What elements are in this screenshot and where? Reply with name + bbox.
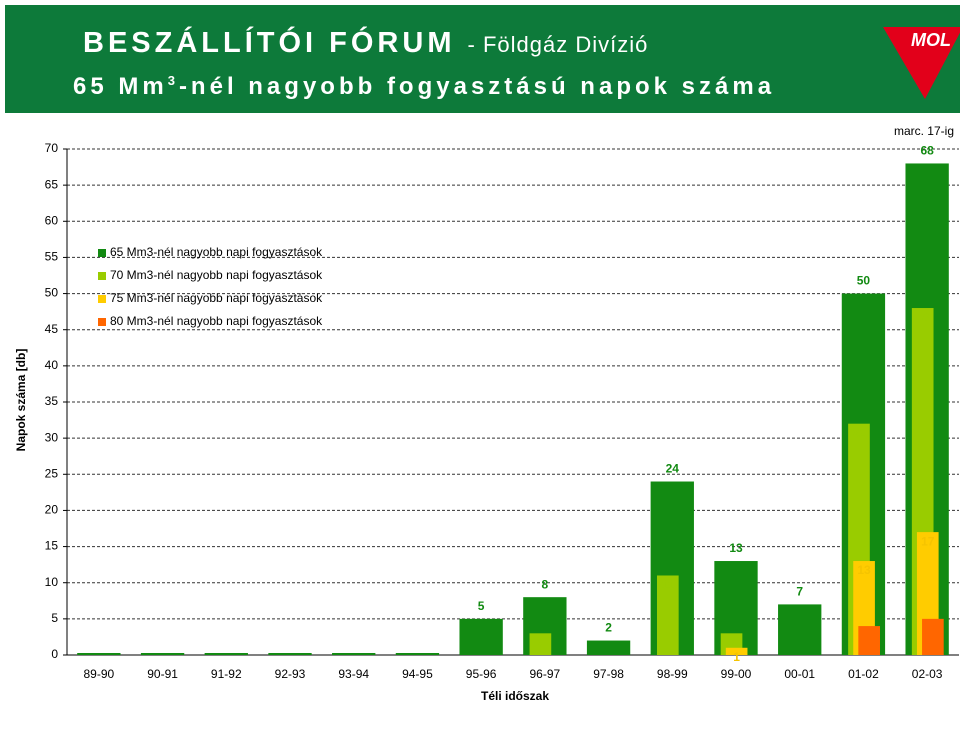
data-label: 11 xyxy=(661,578,674,592)
data-label: 3 xyxy=(537,635,544,649)
data-label: 4 xyxy=(866,628,873,642)
y-tick-label: 65 xyxy=(45,177,59,191)
bar xyxy=(395,653,440,655)
y-tick-label: 50 xyxy=(45,286,59,300)
bar xyxy=(204,653,248,655)
data-label: 5 xyxy=(478,599,485,613)
data-label: 48 xyxy=(916,310,930,324)
bar xyxy=(778,604,822,655)
legend-swatch xyxy=(98,295,106,303)
y-tick-label: 20 xyxy=(45,503,59,517)
y-tick-label: 10 xyxy=(45,575,59,589)
bar xyxy=(140,653,185,655)
title: BESZÁLLÍTÓI FÓRUM xyxy=(83,27,456,59)
bar xyxy=(529,633,552,655)
data-label: 3 xyxy=(728,635,735,649)
bar xyxy=(586,640,631,655)
y-tick-label: 60 xyxy=(45,213,59,227)
y-tick-label: 25 xyxy=(45,466,59,480)
bar xyxy=(332,653,376,655)
y-tick-label: 40 xyxy=(45,358,59,372)
data-label: 50 xyxy=(857,274,871,288)
bar xyxy=(858,626,880,655)
y-axis-label: Napok száma [db] xyxy=(14,349,28,452)
data-label: 17 xyxy=(921,534,935,548)
x-tick-label: 99-00 xyxy=(721,667,752,681)
subtitle-sup: 3 xyxy=(167,73,179,88)
legend-label: 75 Mm3-nél nagyobb napi fogyasztások xyxy=(110,291,323,305)
data-label: 13 xyxy=(857,563,871,577)
x-tick-label: 94-95 xyxy=(402,667,433,681)
annotation: marc. 17-ig xyxy=(894,124,954,138)
logo-triangle xyxy=(883,27,960,99)
y-tick-label: 5 xyxy=(51,611,58,625)
y-tick-label: 45 xyxy=(45,322,59,336)
data-label: 13 xyxy=(729,541,743,555)
legend-label: 80 Mm3-nél nagyobb napi fogyasztások xyxy=(110,314,323,328)
x-tick-label: 96-97 xyxy=(530,667,561,681)
y-tick-label: 0 xyxy=(51,647,58,661)
legend-label: 65 Mm3-nél nagyobb napi fogyasztások xyxy=(110,245,323,259)
x-tick-label: 90-91 xyxy=(147,667,178,681)
division: - Földgáz Divízió xyxy=(467,32,649,57)
data-label: 68 xyxy=(920,144,934,158)
x-tick-label: 89-90 xyxy=(84,667,115,681)
x-tick-label: 92-93 xyxy=(275,667,306,681)
legend-label: 70 Mm3-nél nagyobb napi fogyasztások xyxy=(110,268,323,282)
y-tick-label: 55 xyxy=(45,250,59,264)
x-axis-label: Téli időszak xyxy=(481,689,549,703)
x-tick-label: 01-02 xyxy=(848,667,879,681)
data-label: 7 xyxy=(796,585,803,599)
subtitle-start: 65 Mm xyxy=(73,73,168,100)
x-tick-label: 98-99 xyxy=(657,667,688,681)
header: BESZÁLLÍTÓI FÓRUM - Földgáz Divízió 65 M… xyxy=(5,5,960,113)
data-label: 32 xyxy=(852,426,866,440)
y-tick-label: 70 xyxy=(45,141,59,155)
logo: MOL xyxy=(883,27,960,99)
x-tick-label: 91-92 xyxy=(211,667,242,681)
y-tick-label: 35 xyxy=(45,394,59,408)
header-title: BESZÁLLÍTÓI FÓRUM - Földgáz Divízió xyxy=(83,27,648,60)
logo-text: MOL xyxy=(911,30,951,50)
x-tick-label: 93-94 xyxy=(338,667,369,681)
data-label: 2 xyxy=(605,621,612,635)
bar xyxy=(725,647,748,655)
data-label: 8 xyxy=(542,577,549,591)
bar xyxy=(656,575,679,655)
bar xyxy=(268,653,312,655)
bar xyxy=(922,618,944,655)
subtitle-end: -nél nagyobb fogyasztású napok száma xyxy=(178,73,776,100)
legend-swatch xyxy=(98,249,106,257)
data-label: 24 xyxy=(666,462,680,476)
x-tick-label: 95-96 xyxy=(466,667,497,681)
x-tick-label: 00-01 xyxy=(784,667,815,681)
subtitle: 65 Mm3-nél nagyobb fogyasztású napok szá… xyxy=(73,73,775,101)
y-tick-label: 30 xyxy=(45,430,59,444)
data-label: 5 xyxy=(930,621,937,635)
legend-swatch xyxy=(98,272,106,280)
bar xyxy=(459,618,503,655)
y-tick-label: 15 xyxy=(45,539,59,553)
x-tick-label: 02-03 xyxy=(912,667,943,681)
bar xyxy=(77,653,121,655)
data-label: 1 xyxy=(733,650,740,664)
legend-swatch xyxy=(98,318,106,326)
x-tick-label: 97-98 xyxy=(593,667,624,681)
